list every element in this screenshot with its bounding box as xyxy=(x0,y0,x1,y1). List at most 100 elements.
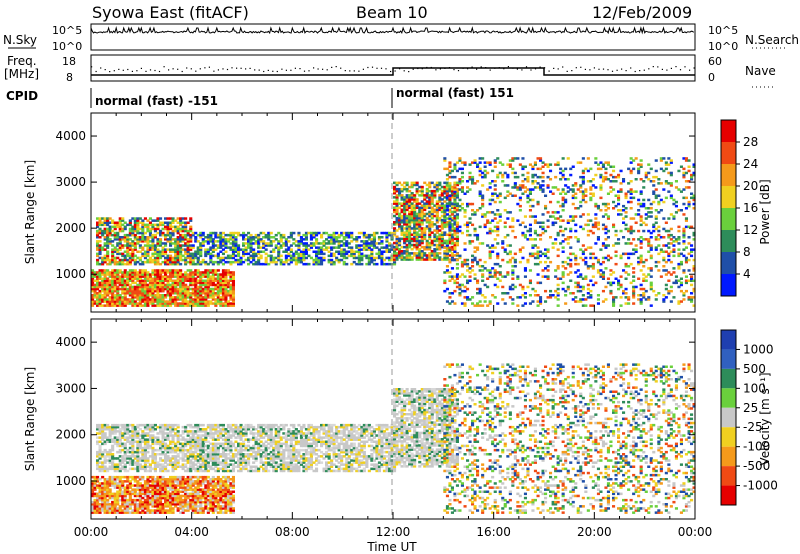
range-time-cell xyxy=(435,252,439,255)
range-time-cell xyxy=(229,236,233,239)
range-time-cell xyxy=(398,221,402,224)
freq-series-line xyxy=(91,67,695,76)
range-time-cell xyxy=(161,248,165,251)
range-time-cell xyxy=(146,285,150,289)
range-time-cell xyxy=(199,300,203,303)
range-time-cell xyxy=(473,211,477,214)
range-time-cell xyxy=(103,219,107,222)
range-time-cell xyxy=(418,252,422,255)
range-time-cell xyxy=(128,229,132,233)
range-time-cell xyxy=(166,275,170,278)
range-time-cell xyxy=(184,248,188,251)
range-time-cell xyxy=(395,204,399,207)
range-time-cell xyxy=(179,292,183,295)
range-time-cell xyxy=(186,287,190,291)
range-time-cell xyxy=(393,256,397,259)
range-time-cell xyxy=(297,233,301,237)
range-time-cell xyxy=(201,300,205,303)
nave-series-point xyxy=(489,69,491,71)
range-time-cell xyxy=(204,252,208,256)
range-time-cell xyxy=(156,254,160,258)
range-time-cell xyxy=(194,277,198,280)
range-time-cell xyxy=(186,292,190,295)
range-time-cell xyxy=(141,260,145,264)
range-time-cell xyxy=(425,194,429,197)
range-time-cell xyxy=(471,223,475,227)
range-time-cell xyxy=(380,254,384,258)
range-time-cell xyxy=(309,231,313,235)
ytick-label: 4000 xyxy=(55,129,86,143)
range-time-cell xyxy=(186,252,190,256)
range-time-cell xyxy=(380,258,384,262)
nsearch-tick-low: 10^0 xyxy=(708,40,738,53)
range-time-cell xyxy=(463,302,467,305)
range-time-cell xyxy=(274,238,278,241)
range-time-cell xyxy=(116,294,120,297)
range-time-cell xyxy=(93,296,97,299)
range-time-cell xyxy=(541,184,545,187)
range-time-cell xyxy=(174,258,178,262)
range-time-cell xyxy=(450,242,454,245)
range-time-cell xyxy=(395,241,399,245)
range-time-cell xyxy=(214,285,218,289)
range-time-cell xyxy=(133,273,137,276)
range-time-cell xyxy=(257,242,261,245)
range-time-cell xyxy=(181,298,185,301)
range-time-cell xyxy=(143,260,147,264)
range-time-cell xyxy=(184,279,188,282)
range-time-cell xyxy=(435,256,439,259)
range-time-cell xyxy=(179,236,183,239)
range-time-cell xyxy=(111,285,115,289)
range-time-cell xyxy=(259,250,263,253)
range-time-cell xyxy=(455,192,459,195)
range-time-cell xyxy=(433,192,437,195)
range-time-cell xyxy=(423,181,427,185)
range-time-cell xyxy=(448,182,452,185)
range-time-cell xyxy=(196,271,200,274)
range-time-cell xyxy=(415,241,419,245)
range-time-cell xyxy=(304,238,308,241)
range-time-cell xyxy=(423,237,427,241)
range-time-cell xyxy=(639,246,643,249)
range-time-cell xyxy=(657,194,661,197)
range-time-cell xyxy=(410,239,414,243)
range-time-cell xyxy=(335,231,339,235)
range-time-cell xyxy=(647,163,651,166)
range-time-cell xyxy=(174,302,178,305)
range-time-cell xyxy=(440,227,444,230)
range-time-cell xyxy=(428,210,432,214)
range-time-cell xyxy=(687,186,691,189)
range-time-cell xyxy=(544,229,548,233)
range-time-cell xyxy=(352,238,356,241)
range-time-cell xyxy=(259,254,263,258)
range-time-cell xyxy=(591,192,595,195)
range-time-cell xyxy=(216,275,220,278)
range-time-cell xyxy=(179,246,183,249)
range-time-cell xyxy=(216,294,220,297)
range-time-cell xyxy=(433,208,437,212)
range-time-cell xyxy=(116,221,120,224)
range-time-cell xyxy=(128,275,132,278)
range-time-cell xyxy=(506,233,510,237)
range-time-cell xyxy=(408,189,412,193)
range-time-cell xyxy=(428,227,432,230)
range-time-cell xyxy=(289,256,293,260)
range-time-cell xyxy=(481,273,485,276)
range-time-cell xyxy=(121,277,125,280)
range-time-cell xyxy=(156,279,160,282)
range-time-cell xyxy=(360,256,364,260)
range-time-cell xyxy=(199,260,203,264)
range-time-cell xyxy=(619,188,623,191)
range-time-cell xyxy=(400,233,404,236)
range-time-cell xyxy=(443,215,447,218)
range-time-cell xyxy=(478,157,482,160)
range-time-cell xyxy=(413,254,417,257)
range-time-cell xyxy=(448,302,452,305)
range-time-cell xyxy=(438,183,442,187)
range-time-cell xyxy=(677,248,681,251)
range-time-cell xyxy=(463,260,467,264)
range-time-cell xyxy=(166,292,170,295)
range-time-cell xyxy=(226,279,230,282)
range-time-cell xyxy=(503,221,507,224)
range-time-cell xyxy=(440,206,444,209)
